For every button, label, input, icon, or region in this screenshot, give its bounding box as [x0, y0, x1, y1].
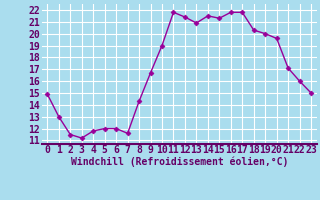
X-axis label: Windchill (Refroidissement éolien,°C): Windchill (Refroidissement éolien,°C) — [70, 157, 288, 167]
